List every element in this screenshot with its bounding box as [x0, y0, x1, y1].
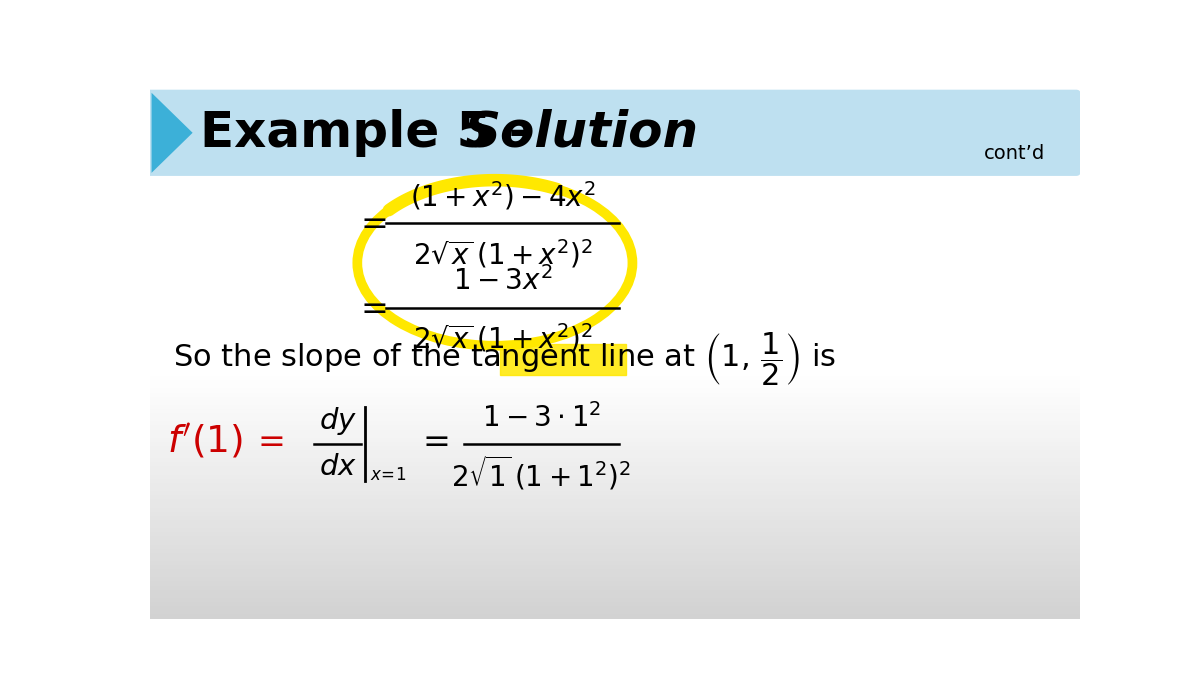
Bar: [150, 570, 1080, 574]
Text: $(1 + x^2) - 4x^2$: $(1 + x^2) - 4x^2$: [409, 180, 595, 212]
Bar: [150, 529, 1080, 533]
Bar: [150, 554, 1080, 557]
Text: Solution: Solution: [464, 109, 698, 157]
Bar: [150, 611, 1080, 615]
Bar: [150, 451, 1080, 455]
Bar: [150, 513, 1080, 516]
Bar: [150, 587, 1080, 591]
Bar: [150, 475, 1080, 480]
Bar: [150, 402, 1080, 406]
Text: $2\sqrt{x}\,(1 + x^2)^2$: $2\sqrt{x}\,(1 + x^2)^2$: [413, 322, 593, 355]
Text: $2\sqrt{1}\,(1 + 1^2)^2$: $2\sqrt{1}\,(1 + 1^2)^2$: [451, 454, 631, 493]
Text: $=$: $=$: [354, 291, 388, 324]
Bar: [150, 500, 1080, 505]
Bar: [150, 397, 1080, 402]
Bar: [150, 516, 1080, 521]
Polygon shape: [151, 93, 193, 173]
Bar: [150, 566, 1080, 570]
Bar: [500, 344, 626, 374]
Bar: [150, 377, 1080, 381]
Bar: [150, 492, 1080, 496]
Bar: [150, 595, 1080, 599]
Text: $=$: $=$: [251, 425, 284, 457]
Text: $1 - 3x^2$: $1 - 3x^2$: [452, 266, 552, 296]
Bar: [150, 472, 1080, 475]
Bar: [150, 422, 1080, 427]
Bar: [150, 603, 1080, 607]
Bar: [150, 615, 1080, 619]
Bar: [150, 393, 1080, 397]
Bar: [150, 459, 1080, 464]
Bar: [150, 438, 1080, 443]
Bar: [150, 390, 1080, 393]
Bar: [150, 381, 1080, 386]
Bar: [150, 480, 1080, 484]
Bar: [150, 373, 1080, 377]
Bar: [150, 386, 1080, 390]
Bar: [150, 537, 1080, 541]
Bar: [150, 546, 1080, 550]
Bar: [150, 410, 1080, 414]
Bar: [150, 488, 1080, 492]
Bar: [150, 434, 1080, 438]
Bar: [150, 406, 1080, 410]
Text: $=$: $=$: [354, 207, 388, 239]
Text: $f'(1)$: $f'(1)$: [167, 422, 244, 460]
Bar: [150, 521, 1080, 525]
Text: $x\!=\!1$: $x\!=\!1$: [370, 466, 407, 484]
Text: $dy$: $dy$: [318, 405, 356, 437]
Bar: [150, 443, 1080, 447]
Text: $2\sqrt{x}\,(1 + x^2)^2$: $2\sqrt{x}\,(1 + x^2)^2$: [413, 237, 593, 270]
Bar: [150, 578, 1080, 583]
Bar: [150, 550, 1080, 554]
Bar: [150, 455, 1080, 459]
Bar: [150, 533, 1080, 537]
Bar: [150, 464, 1080, 468]
Bar: [150, 583, 1080, 587]
Text: $1 - 3 \cdot 1^2$: $1 - 3 \cdot 1^2$: [481, 404, 601, 434]
Bar: [150, 418, 1080, 422]
Bar: [150, 414, 1080, 418]
Text: So the slope of the tangent line at $\left(1,\,\dfrac{1}{2}\right)$ is: So the slope of the tangent line at $\le…: [173, 331, 836, 388]
Text: $dx$: $dx$: [318, 453, 356, 481]
Bar: [150, 447, 1080, 451]
Bar: [150, 525, 1080, 529]
Text: $=$: $=$: [416, 425, 449, 457]
Bar: [150, 607, 1080, 611]
FancyBboxPatch shape: [145, 90, 1081, 176]
Bar: [150, 431, 1080, 434]
Bar: [150, 427, 1080, 431]
Text: Example 5 –: Example 5 –: [200, 109, 551, 157]
Bar: [150, 484, 1080, 488]
Bar: [150, 468, 1080, 472]
Bar: [150, 84, 1080, 373]
Bar: [150, 509, 1080, 513]
Bar: [150, 496, 1080, 500]
Bar: [150, 591, 1080, 595]
Text: cont’d: cont’d: [984, 144, 1045, 163]
Bar: [150, 599, 1080, 603]
Bar: [150, 574, 1080, 578]
Bar: [150, 562, 1080, 566]
Bar: [150, 505, 1080, 509]
Bar: [150, 557, 1080, 562]
Bar: [150, 541, 1080, 546]
